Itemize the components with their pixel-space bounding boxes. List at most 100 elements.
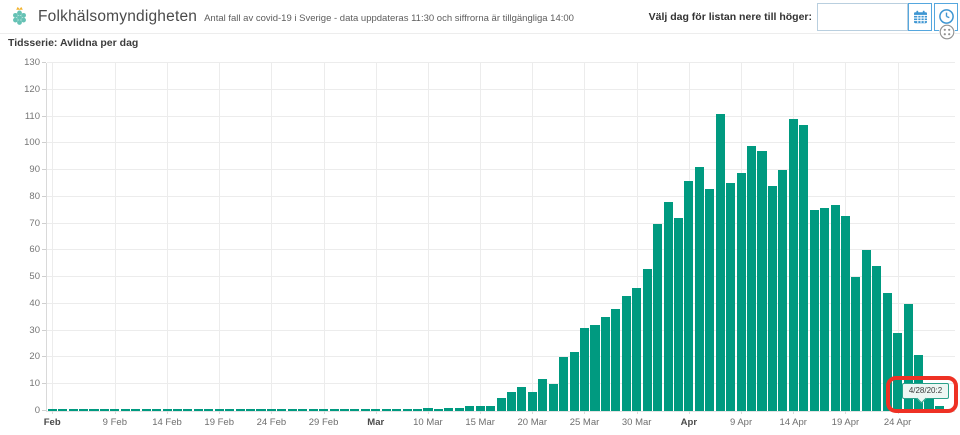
bar-4/19[interactable] bbox=[840, 215, 850, 411]
bar-4/4[interactable] bbox=[684, 180, 694, 411]
bar-3/24[interactable] bbox=[569, 352, 579, 411]
bar-4/25[interactable] bbox=[903, 303, 913, 411]
bar-4/10[interactable] bbox=[747, 146, 757, 411]
bar-4/6[interactable] bbox=[705, 188, 715, 411]
clock-button[interactable] bbox=[934, 2, 958, 31]
bar-3/18[interactable] bbox=[506, 392, 516, 411]
bar-2/7[interactable] bbox=[89, 409, 99, 411]
bar-2/20[interactable] bbox=[225, 409, 235, 411]
chart-tooltip-text: 4/28/20:2 bbox=[908, 386, 943, 395]
bar-4/24[interactable] bbox=[893, 333, 903, 411]
bar-3/19[interactable] bbox=[517, 386, 527, 411]
bar-2/5[interactable] bbox=[68, 409, 78, 411]
calendar-button[interactable] bbox=[908, 2, 932, 31]
bar-2/22[interactable] bbox=[246, 409, 256, 411]
bar-2/28[interactable] bbox=[308, 409, 318, 411]
bar-3/29[interactable] bbox=[621, 295, 631, 411]
bar-3/1[interactable] bbox=[329, 409, 339, 411]
bar-3/2[interactable] bbox=[339, 409, 349, 411]
bar-3/10[interactable] bbox=[423, 408, 433, 411]
bar-2/9[interactable] bbox=[110, 409, 120, 411]
bar-3/21[interactable] bbox=[538, 378, 548, 411]
bar-2/29[interactable] bbox=[319, 409, 329, 411]
widget-options-button[interactable] bbox=[939, 24, 955, 40]
bar-4/14[interactable] bbox=[788, 119, 798, 411]
bar-2/19[interactable] bbox=[214, 409, 224, 411]
bar-3/4[interactable] bbox=[360, 409, 370, 411]
v-gridline bbox=[532, 62, 534, 411]
bar-4/15[interactable] bbox=[799, 124, 809, 411]
bar-3/30[interactable] bbox=[632, 287, 642, 411]
bar-3/9[interactable] bbox=[413, 409, 423, 411]
bar-3/15[interactable] bbox=[475, 405, 485, 411]
bar-3/11[interactable] bbox=[433, 409, 443, 411]
bar-3/16[interactable] bbox=[486, 405, 496, 411]
h-gridline bbox=[47, 142, 955, 144]
bar-4/3[interactable] bbox=[673, 218, 683, 411]
bar-2/27[interactable] bbox=[298, 409, 308, 411]
x-tick bbox=[219, 411, 221, 414]
bar-3/14[interactable] bbox=[465, 405, 475, 411]
bar-4/12[interactable] bbox=[767, 186, 777, 411]
bar-4/11[interactable] bbox=[757, 151, 767, 411]
bar-2/12[interactable] bbox=[141, 409, 151, 411]
chart-tooltip: 4/28/20:2 bbox=[902, 383, 949, 404]
bar-3/23[interactable] bbox=[559, 357, 569, 411]
bar-3/26[interactable] bbox=[590, 325, 600, 411]
bar-4/21[interactable] bbox=[861, 250, 871, 411]
bar-2/11[interactable] bbox=[131, 409, 141, 411]
bar-2/14[interactable] bbox=[162, 409, 172, 411]
bar-3/5[interactable] bbox=[371, 409, 381, 411]
bar-3/7[interactable] bbox=[392, 409, 402, 411]
bar-3/8[interactable] bbox=[402, 409, 412, 411]
bar-4/2[interactable] bbox=[663, 202, 673, 411]
bar-4/7[interactable] bbox=[715, 113, 725, 411]
bar-4/1[interactable] bbox=[653, 223, 663, 411]
bar-4/26[interactable] bbox=[914, 354, 924, 411]
y-axis-label: 120 bbox=[24, 83, 40, 95]
bar-3/31[interactable] bbox=[642, 269, 652, 411]
bar-3/27[interactable] bbox=[600, 317, 610, 411]
bar-4/18[interactable] bbox=[830, 204, 840, 411]
bar-2/24[interactable] bbox=[266, 409, 276, 411]
bar-2/8[interactable] bbox=[99, 409, 109, 411]
bar-3/12[interactable] bbox=[444, 408, 454, 411]
bar-4/9[interactable] bbox=[736, 172, 746, 411]
bar-4/20[interactable] bbox=[851, 277, 861, 411]
bar-3/13[interactable] bbox=[454, 408, 464, 411]
bar-3/28[interactable] bbox=[611, 309, 621, 411]
bar-2/6[interactable] bbox=[79, 409, 89, 411]
bar-4/22[interactable] bbox=[872, 266, 882, 411]
bar-4/27[interactable] bbox=[924, 389, 934, 411]
bar-4/23[interactable] bbox=[882, 293, 892, 411]
clock-icon bbox=[938, 9, 954, 24]
bar-3/22[interactable] bbox=[548, 384, 558, 411]
bar-4/8[interactable] bbox=[726, 183, 736, 411]
bar-2/13[interactable] bbox=[152, 409, 162, 411]
bar-2/16[interactable] bbox=[183, 409, 193, 411]
date-input[interactable] bbox=[817, 2, 908, 31]
bar-2/10[interactable] bbox=[120, 409, 130, 411]
bar-2/21[interactable] bbox=[235, 409, 245, 411]
bar-2/25[interactable] bbox=[277, 409, 287, 411]
bar-2/26[interactable] bbox=[287, 409, 297, 411]
bar-2/18[interactable] bbox=[204, 409, 214, 411]
bar-3/17[interactable] bbox=[496, 397, 506, 411]
bar-4/16[interactable] bbox=[809, 210, 819, 411]
bar-2/4[interactable] bbox=[58, 409, 68, 411]
bar-3/6[interactable] bbox=[381, 409, 391, 411]
bar-3/3[interactable] bbox=[350, 409, 360, 411]
bar-4/13[interactable] bbox=[778, 170, 788, 411]
bar-2/15[interactable] bbox=[172, 409, 182, 411]
bar-4/5[interactable] bbox=[694, 167, 704, 411]
bar-2/23[interactable] bbox=[256, 409, 266, 411]
x-tick bbox=[845, 411, 847, 414]
bar-3/20[interactable] bbox=[527, 392, 537, 411]
bar-4/28[interactable] bbox=[934, 405, 944, 411]
bar-2/17[interactable] bbox=[193, 409, 203, 411]
bar-3/25[interactable] bbox=[580, 328, 590, 411]
bar-4/17[interactable] bbox=[820, 207, 830, 411]
x-axis-label: 15 Mar bbox=[465, 417, 495, 428]
y-axis-label: 50 bbox=[29, 271, 40, 283]
bar-2/3[interactable] bbox=[47, 409, 57, 411]
